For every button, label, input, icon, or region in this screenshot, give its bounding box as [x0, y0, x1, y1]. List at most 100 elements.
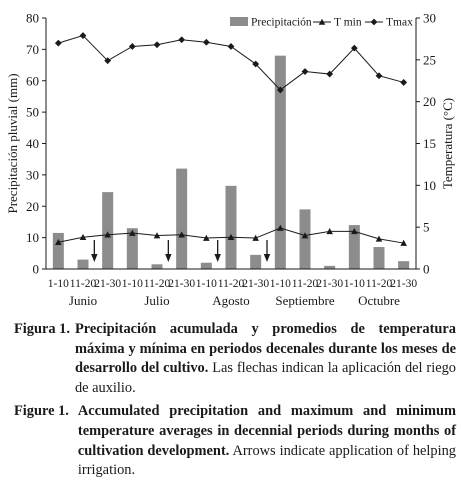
y-tick-label-left: 30 [26, 167, 39, 182]
tmax-point [400, 79, 408, 86]
caption-english: Figure 1. Accumulated precipitation and … [14, 402, 456, 480]
y-tick-label-right: 20 [423, 94, 436, 109]
x-tick-label: 21-30 [242, 278, 269, 290]
precip-bar [250, 254, 262, 269]
tmin-point [301, 232, 309, 239]
precip-bar [200, 262, 212, 269]
y-tick-label-right: 10 [423, 178, 436, 193]
month-label: Julio [144, 293, 169, 308]
tmin-point [104, 231, 111, 238]
x-tick-label: 11-20 [292, 278, 319, 290]
y-tick-label-left: 0 [33, 262, 40, 277]
tmax-point [54, 39, 62, 47]
tmin-point [375, 235, 383, 242]
x-tick-label: 11-20 [144, 278, 171, 290]
x-tick-label: 1-10 [344, 278, 365, 290]
caption-english-bold: Accumulated precipitation and maximum an… [77, 403, 456, 459]
caption-spanish-plain: Las flechas indican la aplicación del ri… [74, 360, 456, 396]
legend-marker-tmax [370, 18, 378, 26]
y-axis-title-left: Precipitación pluvial (mm) [5, 73, 20, 213]
precip-bar [398, 261, 410, 269]
y-tick-label-right: 30 [423, 11, 436, 26]
precip-bar [52, 232, 64, 269]
legend-swatch-precip [230, 17, 248, 26]
tmax-point [153, 41, 161, 49]
tmax-point [227, 43, 235, 50]
tmax-point [202, 38, 210, 46]
y-tick-label-left: 40 [26, 136, 39, 151]
x-tick-label: 21-30 [316, 278, 343, 290]
tmin-point [400, 239, 407, 246]
month-label: Agosto [212, 293, 250, 308]
x-tick-label: 1-10 [48, 278, 69, 290]
tmax-point [375, 72, 383, 80]
precip-bar [274, 55, 286, 270]
x-tick-label: 1-10 [196, 278, 217, 290]
tmin-point [227, 233, 235, 241]
legend-marker-tmin [318, 18, 326, 25]
tmax-point [252, 60, 260, 68]
y-tick-label-right: 25 [423, 52, 436, 67]
y-axis-title-right: Temperatura (°C) [440, 98, 455, 189]
y-tick-label-left: 10 [26, 230, 39, 245]
tmax-point [104, 57, 112, 65]
x-tick-label: 21-30 [94, 278, 121, 290]
x-tick-label: 21-30 [168, 278, 195, 290]
precip-bar [151, 264, 163, 269]
tmin-point [55, 238, 62, 246]
legend-label-precip: Precipitación [251, 17, 312, 29]
x-tick-label: 1-10 [122, 278, 143, 290]
x-tick-label: 1-10 [270, 278, 291, 290]
legend-label-tmin: T min [334, 17, 362, 29]
irrigation-arrowhead [165, 254, 172, 262]
month-label: Octubre [358, 293, 400, 308]
precip-bar [176, 168, 188, 269]
precip-bar [102, 192, 114, 269]
x-tick-label: 21-30 [390, 278, 417, 290]
tmax-point [276, 86, 284, 94]
tmax-point [128, 43, 136, 50]
precip-bar [324, 265, 336, 269]
tmin-point [277, 224, 284, 231]
caption-english-label: Figure 1. [14, 403, 69, 420]
x-tick-label: 11-20 [218, 278, 245, 290]
caption-english-plain: Arrows indicate application of helping i… [77, 442, 456, 479]
tmin-point [153, 232, 161, 239]
y-tick-label-left: 60 [26, 73, 39, 88]
month-label: Septiembre [275, 293, 334, 308]
tmax-point [326, 70, 334, 78]
tmin-point [79, 233, 87, 241]
tmin-point [326, 228, 333, 235]
caption-spanish-bold: Precipitación acumulada y promedios de t… [74, 321, 456, 377]
tmax-point [350, 44, 358, 52]
precip-bar [348, 225, 360, 269]
precip-bar [373, 247, 385, 269]
x-tick-label: 11-20 [70, 278, 97, 290]
tmin-point [203, 234, 210, 241]
precip-bar [126, 228, 138, 269]
precip-bar [299, 209, 311, 269]
precip-bar [77, 259, 89, 269]
month-label: Junio [69, 293, 97, 308]
y-tick-label-left: 80 [26, 11, 39, 26]
caption-spanish-label: Figura 1. [14, 321, 70, 337]
tmin-point [252, 234, 259, 241]
precip-bar [225, 185, 237, 269]
y-tick-label-right: 5 [423, 220, 430, 235]
tmax-point [178, 36, 186, 44]
y-tick-label-right: 0 [423, 262, 430, 277]
y-tick-label-left: 20 [26, 199, 39, 214]
irrigation-arrowhead [91, 254, 98, 262]
tmin-point [178, 231, 185, 238]
tmin-point [351, 228, 358, 235]
irrigation-arrowhead [263, 254, 271, 262]
tmax-point [301, 68, 309, 75]
tmin-point [129, 229, 136, 236]
irrigation-arrowhead [214, 254, 221, 262]
y-tick-label-left: 70 [26, 42, 39, 57]
caption-spanish: Figura 1. Precipitación acumulada y prom… [14, 320, 456, 398]
tmax-point [79, 32, 87, 39]
legend-label-tmax: Tmax [386, 17, 413, 29]
x-tick-label: 11-20 [366, 278, 393, 290]
y-tick-label-left: 50 [26, 105, 39, 120]
